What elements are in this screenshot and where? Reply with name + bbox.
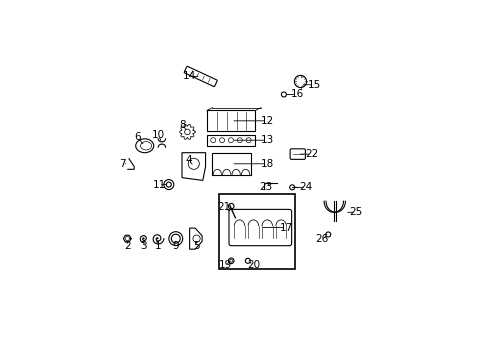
Text: 11: 11: [152, 180, 165, 190]
Bar: [218, 194, 294, 269]
Text: 24: 24: [299, 183, 312, 192]
Text: 1: 1: [154, 241, 161, 251]
Text: 18: 18: [260, 159, 273, 169]
Text: 19: 19: [218, 260, 231, 270]
Text: 21: 21: [217, 202, 230, 212]
Text: 16: 16: [290, 90, 303, 99]
Text: 23: 23: [259, 183, 272, 192]
Text: 25: 25: [348, 207, 362, 217]
Text: 12: 12: [260, 116, 273, 126]
Bar: [206, 111, 255, 131]
Text: 6: 6: [134, 132, 141, 143]
Text: 22: 22: [305, 149, 318, 159]
Text: 2: 2: [123, 241, 130, 251]
Text: 9: 9: [172, 241, 179, 251]
Text: 10: 10: [152, 130, 165, 140]
Text: 26: 26: [315, 234, 328, 244]
Bar: [211, 153, 250, 175]
Text: 7: 7: [119, 159, 125, 169]
Bar: [206, 135, 255, 146]
Text: 4: 4: [185, 155, 192, 165]
Text: 17: 17: [280, 222, 293, 233]
Text: 20: 20: [246, 260, 260, 270]
Text: 15: 15: [307, 80, 320, 90]
Text: 13: 13: [260, 135, 273, 145]
Text: 3: 3: [140, 241, 147, 251]
Text: 5: 5: [193, 241, 200, 251]
Text: 8: 8: [179, 120, 185, 130]
Text: 14: 14: [183, 72, 196, 81]
